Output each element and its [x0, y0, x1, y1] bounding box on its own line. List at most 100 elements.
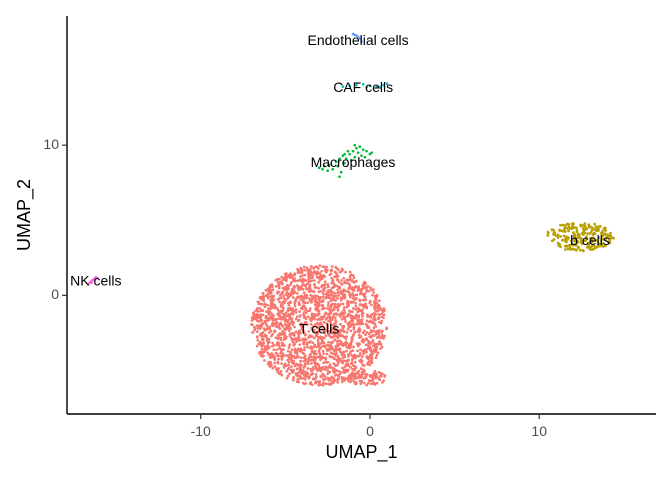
data-point [259, 318, 263, 322]
data-point [319, 375, 323, 379]
data-point [305, 343, 309, 346]
data-point [377, 329, 381, 333]
data-point [266, 351, 270, 355]
data-point [594, 225, 598, 228]
data-point [297, 374, 301, 378]
data-point [282, 338, 286, 341]
data-point [342, 356, 345, 360]
data-point [360, 318, 364, 321]
data-point [264, 314, 268, 318]
data-point [364, 373, 367, 376]
data-point [340, 297, 344, 301]
data-point [341, 334, 344, 338]
data-point [283, 327, 286, 331]
data-point [302, 382, 306, 386]
data-point [576, 245, 580, 249]
data-point [283, 299, 286, 303]
data-point [601, 234, 604, 238]
data-point [354, 307, 358, 311]
data-point [607, 241, 611, 245]
data-point [273, 365, 277, 368]
data-point [281, 278, 285, 282]
data-point [353, 298, 357, 302]
data-point [260, 352, 264, 355]
data-point [554, 234, 558, 238]
cluster-label-caf-cells: CAF cells [333, 79, 393, 95]
data-point [357, 333, 361, 337]
data-point [280, 341, 284, 345]
data-point [270, 283, 274, 287]
data-point [353, 143, 357, 147]
data-point [371, 333, 375, 337]
data-point [261, 322, 265, 325]
data-point [288, 317, 291, 321]
data-point [328, 317, 332, 321]
data-point [353, 353, 357, 357]
data-point [565, 223, 569, 227]
data-point [327, 347, 331, 351]
data-point [304, 311, 308, 315]
data-point [326, 376, 329, 380]
data-point [259, 302, 263, 306]
cluster-label-endothelial-cells: Endothelial cells [308, 32, 409, 48]
data-point [256, 326, 260, 330]
data-point [342, 315, 345, 319]
data-point [363, 338, 367, 341]
data-point [331, 366, 334, 370]
data-point [301, 369, 305, 372]
data-point [266, 293, 270, 297]
data-point [253, 328, 256, 332]
data-point [358, 352, 362, 355]
data-point [289, 300, 292, 304]
data-point [332, 377, 336, 380]
data-point [347, 364, 351, 368]
data-point [277, 317, 281, 320]
data-point [317, 309, 321, 313]
data-point [276, 369, 279, 373]
data-point [347, 379, 350, 383]
data-point [354, 377, 358, 380]
data-point [369, 353, 372, 357]
data-point [349, 293, 353, 297]
data-point [279, 351, 283, 355]
data-point [340, 380, 344, 384]
data-point [274, 351, 278, 355]
data-point [269, 362, 273, 366]
data-point [277, 354, 281, 358]
data-point [592, 227, 595, 231]
data-point [261, 302, 265, 306]
data-point [333, 352, 337, 356]
data-point [367, 379, 371, 382]
data-point [265, 310, 269, 313]
data-point [355, 279, 358, 283]
data-point [588, 245, 592, 249]
data-point [321, 304, 324, 307]
data-point [363, 329, 366, 333]
data-point [337, 358, 341, 362]
data-point [324, 286, 327, 290]
data-point [559, 223, 562, 227]
data-point [267, 331, 271, 334]
data-point [280, 296, 283, 300]
data-point [262, 294, 265, 298]
data-point [369, 316, 373, 319]
data-point [300, 356, 303, 360]
data-point [368, 319, 372, 323]
data-point [334, 160, 338, 164]
data-point [350, 280, 354, 283]
data-point [256, 330, 259, 334]
data-point [375, 353, 379, 357]
data-point [332, 282, 336, 286]
data-point [361, 372, 365, 375]
data-point [323, 280, 327, 284]
data-point [287, 303, 291, 307]
data-point [301, 298, 305, 302]
data-point [308, 299, 312, 303]
data-point [546, 233, 550, 237]
data-point [296, 332, 300, 335]
data-point [259, 332, 263, 335]
data-point [367, 381, 370, 385]
data-point [298, 343, 302, 347]
data-point [280, 362, 283, 365]
data-point [286, 374, 290, 378]
